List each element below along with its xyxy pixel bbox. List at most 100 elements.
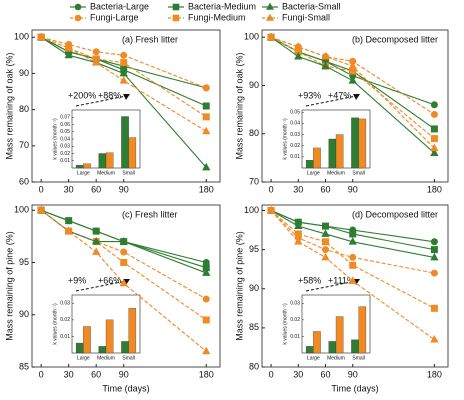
chart-title: (c) Fresh litter [122,209,178,219]
inset-y-tick-label: 0.02 [60,151,70,157]
marker [64,50,73,59]
marker [321,61,330,70]
x-tick-label: 60 [321,184,331,194]
y-tick-label: 90 [19,68,29,78]
plot-frame [31,204,221,368]
x-tick-label: 60 [91,369,101,379]
inset-annotation: +9% [68,275,86,285]
legend-label: Fungi-Small [282,12,330,22]
inset-y-tick-label: 0.04 [290,121,300,127]
inset-x-tick-label: Small [122,355,135,361]
marker [266,205,276,214]
marker [430,148,439,156]
marker [294,221,303,230]
inset-bar [335,134,344,169]
marker [92,227,100,235]
trend-arrow [305,280,357,292]
x-tick-label: 30 [293,184,303,194]
legend-label: Bacteria-Large [90,1,149,11]
inset-bar [83,163,91,169]
y-tick-label: 95 [19,257,29,267]
inset-x-tick-label: Small [352,355,365,361]
marker [202,113,210,121]
marker [430,238,438,246]
inset-bar [328,138,337,169]
inset-annotation: +88% [98,90,121,100]
inset-x-tick-label: Large [77,355,90,361]
marker [202,268,211,276]
marker [172,3,180,11]
x-tick-label: 60 [91,184,101,194]
legend-label: Bacteria-Small [282,1,341,11]
marker [349,253,357,261]
inset-y-label: k values (month⁻¹) [52,303,58,345]
chart-title: (d) Decomposed litter [352,209,438,219]
inset-bar [313,331,321,354]
inset-x-tick-label: Medium [327,170,345,176]
marker [430,334,439,343]
y-axis-label: Mass remaining of pine (%) [234,231,244,341]
inset-y-tick-label: 0.02 [290,143,300,149]
x-tick-label: 30 [64,184,74,194]
marker [64,226,73,235]
legend-label: Fungi-Large [90,12,139,22]
marker [202,295,210,303]
legend-item: Fungi-Medium [168,12,246,22]
inset-y-tick-label: 0.05 [290,110,300,116]
x-tick-label: 30 [293,369,303,379]
marker [430,101,438,109]
inset-bar [121,341,129,354]
inset-x-tick-label: Medium [97,355,115,361]
legend-item: Bacteria-Small [262,1,341,11]
marker [202,126,211,135]
marker [120,59,128,67]
marker [294,42,303,50]
marker [37,32,46,41]
inset-x-tick-label: Large [77,170,90,176]
marker [119,236,128,245]
inset-annotation: +47% [328,90,351,100]
inset-y-tick-label: 0.04 [60,136,70,142]
inset-y-tick-label: 0.05 [60,129,70,135]
x-tick-label: 90 [119,184,129,194]
chart-title: (a) Fresh litter [122,34,178,44]
inset-annotation: +111% [328,275,355,285]
y-tick-label: 80 [19,104,29,114]
inset-y-tick-label: 0.01 [60,158,70,164]
inset-y-tick-label: 0.03 [60,301,70,307]
marker [322,222,330,230]
marker [430,246,438,254]
y-tick-label: 100 [244,205,259,215]
inset-y-tick-label: 0.02 [60,317,70,323]
inset-bar [128,308,137,354]
inset-bar [351,117,359,169]
x-tick-label: 0 [39,369,44,379]
marker [430,143,439,152]
inset-x-tick-label: Small [352,170,365,176]
marker [349,261,357,269]
inset-x-tick-label: Medium [97,170,115,176]
inset-bar [121,116,129,169]
inset-bar [358,118,367,169]
marker [430,125,438,133]
inset-y-label: k values (month⁻¹) [282,303,288,345]
marker [348,76,357,84]
inset-bar [75,342,84,354]
marker [120,248,128,256]
y-tick-label: 90 [249,283,259,293]
marker [349,230,357,238]
inset-y-tick-label: 0.02 [290,317,300,323]
x-axis-label: Time (days) [331,383,378,393]
inset-y-tick-label: 0.03 [60,144,70,150]
y-tick-label: 100 [14,32,29,42]
marker [348,237,357,245]
x-tick-label: 180 [199,369,214,379]
y-tick-label: 90 [249,80,259,90]
marker [64,43,73,51]
marker [92,48,100,56]
inset-bar [351,339,359,354]
marker [322,238,330,246]
y-axis-label: Mass remaining of oak (%) [234,52,244,159]
y-tick-label: 85 [249,322,259,332]
